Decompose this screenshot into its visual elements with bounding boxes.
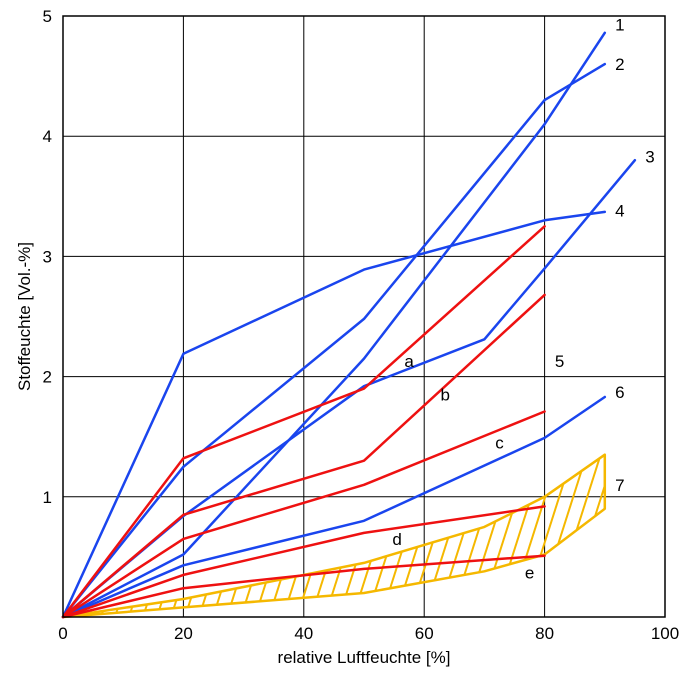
series-line-e	[61, 554, 546, 619]
x-axis-label: relative Luftfeuchte [%]	[278, 648, 451, 667]
series-label-b: b	[441, 386, 450, 405]
series-line-3	[61, 158, 637, 619]
band-hatch-line	[128, 454, 270, 617]
series-line-a	[61, 225, 546, 619]
y-tick-label: 5	[43, 7, 52, 26]
band-hatch-line	[63, 454, 158, 617]
grid	[63, 16, 665, 617]
y-tick-label: 2	[43, 368, 52, 387]
series-label-e: e	[525, 564, 534, 583]
series-label-7: 7	[615, 476, 624, 495]
band-hatch-line	[590, 454, 605, 617]
band-hatch-line	[422, 454, 564, 617]
x-tick-label: 60	[415, 624, 434, 643]
band-hatch-line	[436, 454, 578, 617]
y-tick-label: 1	[43, 488, 52, 507]
band-hatch-line	[576, 454, 605, 617]
band-hatch-line	[675, 177, 697, 617]
series-label-1: 1	[615, 15, 624, 34]
band-hatch-line	[450, 454, 592, 617]
band-hatch-line	[506, 454, 605, 617]
series-line-6	[61, 395, 607, 619]
series-line-2	[61, 62, 607, 619]
series-line-c	[61, 410, 546, 619]
band-hatch-line	[0, 177, 3, 617]
band-hatch-line	[464, 454, 605, 617]
band-hatch-line	[240, 454, 382, 617]
band-hatch-line	[661, 177, 697, 617]
series-label-6: 6	[615, 383, 624, 402]
x-tick-label: 100	[651, 624, 679, 643]
series-line-1	[61, 31, 607, 619]
series-labels: 1 2 3 4 5 6 7 a b c d e	[392, 15, 654, 582]
band-hatch-line	[156, 454, 298, 617]
band-hatch-line	[478, 454, 605, 617]
series-label-a: a	[404, 352, 414, 371]
x-tick-label: 40	[294, 624, 313, 643]
band-hatch-line	[689, 177, 697, 617]
band-hatch-line	[619, 177, 697, 617]
y-tick-label: 3	[43, 247, 52, 266]
band-hatch-line	[520, 454, 605, 617]
series-label-4: 4	[615, 202, 624, 221]
band-hatch-line	[86, 454, 228, 617]
band-hatch-line	[63, 454, 172, 617]
x-tick-label: 80	[535, 624, 554, 643]
y-axis-label: Stoffeuchte [Vol.-%]	[15, 242, 34, 391]
x-tick-label: 20	[174, 624, 193, 643]
series-label-3: 3	[645, 148, 654, 167]
x-tick-label: 0	[58, 624, 67, 643]
series-layer	[61, 31, 637, 619]
series-label-c: c	[495, 434, 504, 453]
series-label-2: 2	[615, 55, 624, 74]
series-label-d: d	[392, 530, 401, 549]
band-hatch-line	[226, 454, 368, 617]
band-hatch-line	[492, 454, 605, 617]
band-hatch-line	[63, 454, 200, 617]
series-label-5: 5	[555, 352, 564, 371]
band-hatch-line	[100, 454, 242, 617]
y-tick-label: 4	[43, 127, 52, 146]
band-hatch-line	[647, 177, 697, 617]
series-line-b	[61, 293, 546, 619]
band-hatch-line	[562, 454, 605, 617]
series-line-d	[61, 505, 546, 619]
band-hatch-line	[63, 454, 74, 617]
series-line-4	[61, 210, 607, 619]
plot-frame	[62, 15, 666, 618]
band-hatch-line	[63, 454, 88, 617]
band-hatch-line	[254, 454, 396, 617]
band-7-outline	[61, 453, 607, 619]
tick-labels: 0 20 40 60 80 100 1 2 3 4 5	[43, 7, 680, 643]
